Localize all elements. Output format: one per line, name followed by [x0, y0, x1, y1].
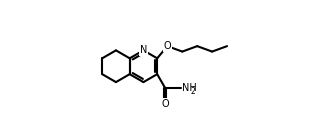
Text: 2: 2: [190, 87, 195, 96]
Text: N: N: [140, 45, 147, 55]
Text: O: O: [161, 99, 169, 109]
Text: NH: NH: [182, 83, 196, 93]
Text: O: O: [164, 41, 171, 51]
